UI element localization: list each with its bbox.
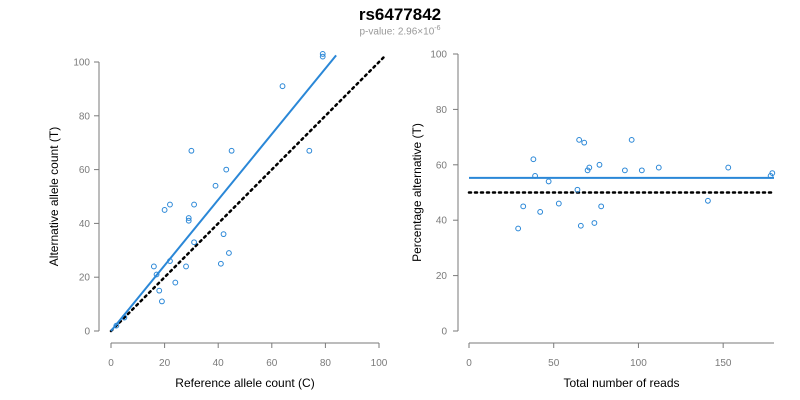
left-fit-line [110,54,337,332]
left-x-tick-label: 100 [371,358,388,369]
right-x-tick-label: 100 [630,358,647,369]
right-data-point [769,170,776,177]
left-data-point [156,287,163,294]
left-x-tick-label: 60 [266,358,278,369]
right-y-tick-label: 80 [436,105,448,116]
right-x-tick-label: 150 [715,358,732,369]
chart-title: rs6477842 [358,5,442,24]
left-data-point [279,83,286,90]
right-data-point [530,156,537,163]
left-y-tick-label: 20 [79,273,91,284]
right-data-point [725,164,732,171]
right-data-point [596,161,603,168]
right-y-tick-label: 20 [436,271,448,282]
left-data-point [161,207,168,213]
left-y-tick-label: 60 [79,165,91,176]
left-data-point [228,147,235,154]
left-data-point [217,260,224,267]
left-data-point [113,322,120,329]
left-data-point [185,217,192,224]
right-y-tick-label: 100 [430,50,447,61]
left-data-point [188,147,195,154]
right-data-point [555,200,562,207]
right-y-tick-label: 60 [436,160,448,171]
left-data-point [159,298,165,305]
left-data-point [191,239,197,246]
right-y-tick-label: 40 [436,216,448,227]
right-data-point [591,220,598,226]
left-y-tick-label: 40 [79,219,91,230]
right-data-point [545,178,552,185]
left-data-point [121,314,128,321]
left-data-point [185,215,192,221]
right-x-tick-label: 50 [548,358,560,369]
left-data-point [212,182,219,189]
right-data-point [655,164,662,171]
left-data-point [220,231,227,238]
left-data-point [319,53,326,60]
right-data-point [638,167,645,174]
left-y-tick-label: 0 [84,327,90,338]
left-reference-line [109,55,386,333]
left-data-point [226,250,232,256]
right-data-point [576,136,583,143]
left-y-tick-label: 80 [79,111,91,122]
left-x-tick-label: 80 [320,358,332,369]
right-data-point [586,164,593,171]
left-x-tick-label: 40 [213,358,225,369]
right-data-point [581,139,588,146]
right-data-point [574,186,581,193]
right-data-point [515,225,522,232]
p-value-exponent: -6 [434,25,441,32]
right-data-point [532,172,538,179]
left-y-tick-label: 100 [73,58,90,69]
right-data-point [520,203,527,210]
left-x-tick-label: 20 [159,358,171,369]
right-data-point [577,222,584,229]
right-x-axis-title: Total number of reads [563,376,679,390]
right-data-point [705,197,711,204]
left-data-point [153,271,160,278]
p-value-subtitle: p-value: 2.96×10-6 [0,25,800,37]
right-data-point [628,136,635,143]
left-data-point [150,263,157,270]
left-data-point [172,279,179,286]
right-y-tick-label: 0 [441,327,447,338]
left-data-point [167,258,173,264]
left-data-point [183,263,189,270]
left-data-point [167,201,173,208]
right-data-point [598,203,605,210]
left-data-point [223,166,230,173]
right-y-axis-title: Percentage alternative (T) [410,123,424,262]
right-data-point [537,208,544,215]
left-data-point [306,147,313,154]
left-x-axis-title: Reference allele count (C) [175,376,314,390]
left-y-axis-title: Alternative allele count (T) [47,127,61,266]
right-x-tick-label: 0 [466,358,472,369]
p-value-text: p-value: 2.96×10 [359,26,435,38]
left-data-point [319,51,326,57]
left-x-tick-label: 0 [108,358,114,369]
right-data-point [621,167,628,174]
left-data-point [191,201,197,208]
